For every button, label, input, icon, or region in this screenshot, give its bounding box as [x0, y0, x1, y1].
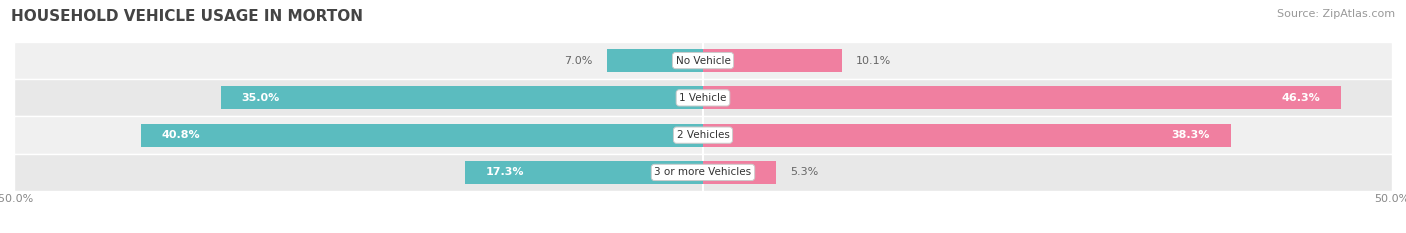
Text: HOUSEHOLD VEHICLE USAGE IN MORTON: HOUSEHOLD VEHICLE USAGE IN MORTON [11, 9, 363, 24]
Bar [14, 154, 1392, 191]
Text: 7.0%: 7.0% [564, 56, 593, 65]
Text: 40.8%: 40.8% [162, 130, 200, 140]
Text: 1 Vehicle: 1 Vehicle [679, 93, 727, 103]
Text: 10.1%: 10.1% [856, 56, 891, 65]
Bar [14, 116, 1392, 154]
Text: 5.3%: 5.3% [790, 168, 818, 177]
Bar [464, 161, 703, 184]
Text: 17.3%: 17.3% [485, 168, 524, 177]
Text: 46.3%: 46.3% [1281, 93, 1320, 103]
Text: 2 Vehicles: 2 Vehicles [676, 130, 730, 140]
Bar [703, 86, 1341, 110]
Bar [606, 49, 703, 72]
Text: 38.3%: 38.3% [1171, 130, 1211, 140]
Bar [703, 49, 842, 72]
Bar [221, 86, 703, 110]
Text: 3 or more Vehicles: 3 or more Vehicles [654, 168, 752, 177]
Bar [141, 123, 703, 147]
Bar [703, 161, 776, 184]
Bar [703, 123, 1230, 147]
Text: No Vehicle: No Vehicle [675, 56, 731, 65]
Bar [14, 79, 1392, 116]
Bar [14, 42, 1392, 79]
Text: 35.0%: 35.0% [242, 93, 280, 103]
Text: Source: ZipAtlas.com: Source: ZipAtlas.com [1277, 9, 1395, 19]
